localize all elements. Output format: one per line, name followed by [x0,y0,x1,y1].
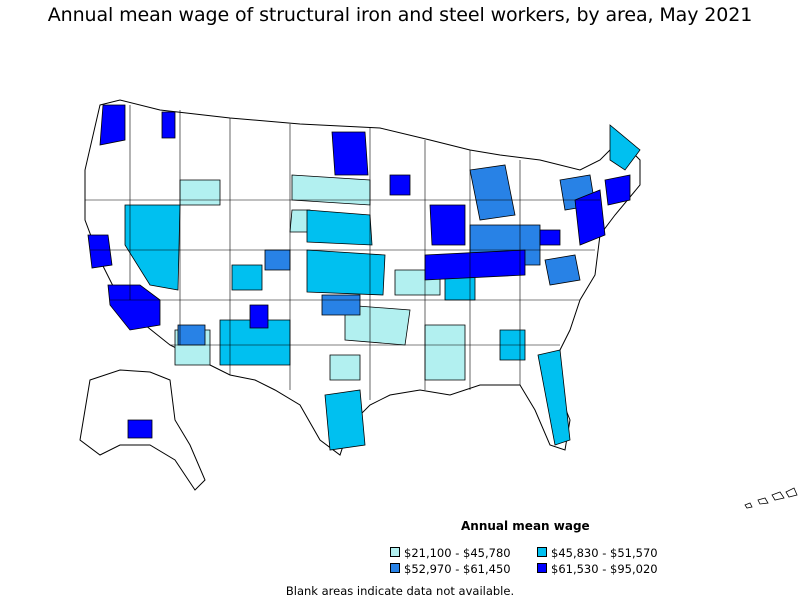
map-title: Annual mean wage of structural iron and … [47,4,753,26]
legend-swatch [537,563,547,573]
hawaii-islands [744,487,798,509]
legend-label: $61,530 - $95,020 [551,562,658,576]
regions-tier-4 [87,104,631,439]
regions-tier-2 [124,124,641,451]
footnote: Blank areas indicate data not available. [285,584,515,598]
legend-swatch [537,547,547,557]
legend-swatch [390,563,400,573]
legend-label: $52,970 - $61,450 [404,562,511,576]
legend-label: $21,100 - $45,780 [404,546,511,560]
legend-label: $45,830 - $51,570 [551,546,658,560]
legend-swatch [390,547,400,557]
legend-title: Annual mean wage [461,519,590,533]
state-borders [85,105,600,400]
